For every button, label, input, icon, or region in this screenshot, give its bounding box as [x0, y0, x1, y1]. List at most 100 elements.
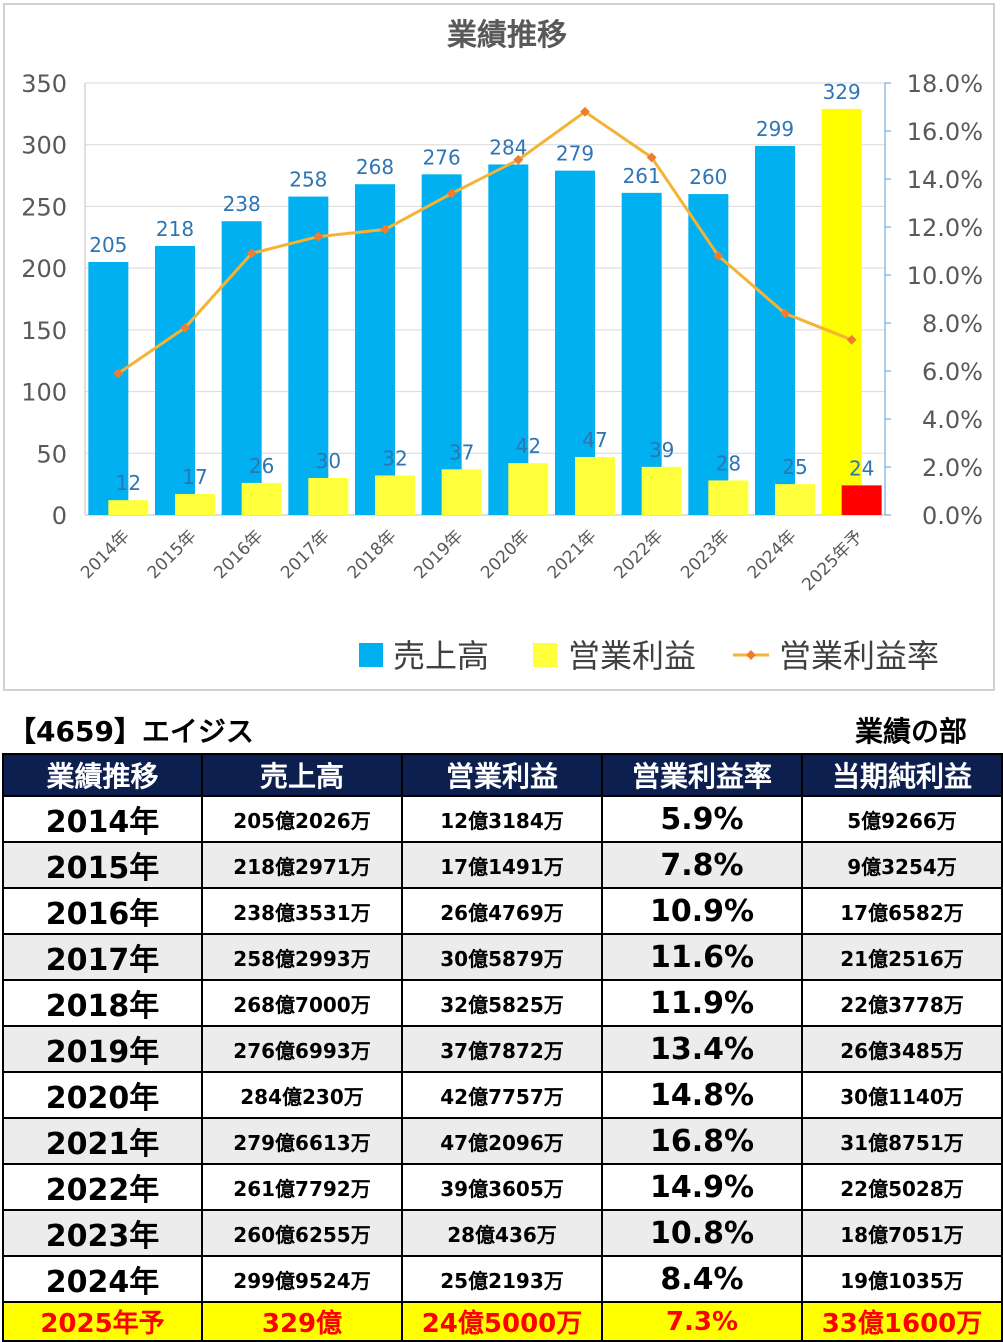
operating-margin-point [713, 250, 724, 261]
operating-margin-point [646, 152, 657, 163]
legend-swatch-sales [359, 643, 383, 667]
operating-margin-cell: 10.9% [601, 887, 803, 935]
operating-margin-point [446, 188, 457, 199]
operating-profit-data-label: 39 [649, 438, 674, 462]
operating-profit-bar [708, 480, 749, 515]
x-category-label: 2020年 [477, 526, 534, 583]
net-income-cell: 17億6582万 [801, 887, 1003, 935]
sales-bar [488, 164, 529, 515]
column-header-period: 業績推移 [2, 753, 203, 797]
x-category-label: 2015年 [144, 526, 201, 583]
net-income-cell: 21億2516万 [801, 933, 1003, 981]
y-left-tick-label: 50 [36, 440, 67, 468]
operating-margin-point [780, 308, 790, 319]
sales-data-label: 258 [289, 168, 327, 192]
sales-cell: 238億3531万 [201, 887, 403, 935]
period-cell: 2017年 [2, 933, 203, 981]
table-row: 2017年 258億2993万 30億5879万 11.6% 21億2516万 [2, 933, 1003, 981]
y-left-tick-label: 250 [21, 193, 67, 221]
operating-margin-point [313, 231, 324, 242]
sales-data-label: 299 [756, 117, 794, 141]
x-category-label: 2017年 [277, 526, 334, 583]
operating-margin-point [380, 224, 390, 235]
x-category-label: 2014年 [77, 526, 134, 583]
x-category-label: 2021年 [544, 526, 601, 583]
sales-data-label: 218 [156, 217, 194, 241]
operating-profit-cell: 28億436万 [401, 1209, 603, 1257]
sales-cell: 258億2993万 [201, 933, 403, 981]
net-income-cell: 9億3254万 [801, 841, 1003, 889]
table-row: 2016年 238億3531万 26億4769万 10.9% 17億6582万 [2, 887, 1003, 935]
operating-profit-cell: 26億4769万 [401, 887, 603, 935]
operating-margin-cell: 11.9% [601, 979, 803, 1027]
y-left-tick-label: 100 [21, 379, 67, 407]
sales-cell: 218億2971万 [201, 841, 403, 889]
period-cell: 2014年 [2, 795, 203, 843]
operating-profit-bar [775, 484, 815, 515]
operating-profit-bar [575, 456, 615, 515]
operating-profit-data-label: 17 [182, 465, 207, 489]
operating-profit-data-label: 12 [116, 471, 141, 495]
sales-bar [155, 245, 195, 515]
net-income-cell: 26億3485万 [801, 1025, 1003, 1073]
table-row: 2023年 260億6255万 28億436万 10.8% 18億7051万 [2, 1209, 1003, 1257]
sales-cell: 279億6613万 [201, 1117, 403, 1165]
operating-profit-bar [108, 500, 149, 515]
column-header-sales: 売上高 [201, 753, 403, 797]
chart-panel: 業績推移 0 50 100 150 200 250 300 350 0.0% 2.0% 4.0% 6.0… [3, 3, 995, 691]
x-category-label: 2024年 [744, 526, 801, 583]
operating-margin-point [846, 334, 857, 345]
legend-marker-operating-margin [746, 650, 756, 660]
y-right-tick-label: 4.0% [922, 406, 983, 434]
period-cell: 2024年 [2, 1255, 203, 1303]
sales-data-label: 276 [423, 145, 461, 169]
operating-profit-data-label: 26 [249, 454, 274, 478]
y-right-tick-label: 6.0% [922, 358, 983, 386]
legend-label-operating-margin: 営業利益率 [779, 637, 939, 675]
sales-bar [821, 108, 862, 516]
sales-data-label: 205 [89, 233, 127, 257]
results-table: 業績推移 売上高 営業利益 営業利益率 当期純利益 2014年 205億2026万… [2, 753, 1003, 1342]
legend-swatch-operating-profit [533, 643, 557, 667]
sales-data-label: 284 [489, 135, 527, 159]
sales-cell: 205億2026万 [201, 795, 403, 843]
operating-profit-data-label: 47 [582, 428, 607, 452]
operating-margin-point [180, 322, 190, 333]
operating-profit-bar [508, 463, 549, 515]
column-header-net-income: 当期純利益 [801, 753, 1003, 797]
net-income-cell: 18億7051万 [801, 1209, 1003, 1257]
forecast-operating-profit-cell: 24億5000万 [401, 1301, 603, 1342]
sales-cell: 260億6255万 [201, 1209, 403, 1257]
operating-profit-bar [441, 469, 482, 515]
table-row: 2024年 299億9524万 25億2193万 8.4% 19億1035万 [2, 1255, 1003, 1303]
operating-profit-bar [241, 482, 282, 515]
y-left-tick-label: 200 [21, 255, 67, 283]
legend-label-sales: 売上高 [393, 637, 489, 675]
table-body: 2014年 205億2026万 12億3184万 5.9% 5億9266万 2015年 21… [2, 795, 1003, 1342]
table-row: 2018年 268億7000万 32億5825万 11.9% 22億3778万 [2, 979, 1003, 1027]
operating-margin-cell: 8.4% [601, 1255, 803, 1303]
company-label: 【4659】エイジス [8, 715, 254, 748]
period-cell: 2022年 [2, 1163, 203, 1211]
y-left-tick-label: 350 [21, 70, 67, 98]
period-cell: 2016年 [2, 887, 203, 935]
net-income-cell: 31億8751万 [801, 1117, 1003, 1165]
performance-chart: 業績推移 0 50 100 150 200 250 300 350 0.0% 2.0% 4.0% 6.0… [21, 18, 983, 675]
operating-profit-bar [175, 494, 215, 515]
operating-profit-data-label: 24 [849, 456, 874, 480]
sales-bar [688, 194, 729, 516]
net-income-cell: 19億1035万 [801, 1255, 1003, 1303]
forecast-period-cell: 2025年予 [2, 1301, 203, 1342]
forecast-operating-margin-cell: 7.3% [601, 1301, 803, 1342]
operating-profit-cell: 42億7757万 [401, 1071, 603, 1119]
operating-profit-bar [308, 477, 349, 515]
operating-profit-bar [375, 475, 415, 515]
operating-margin-cell: 10.8% [601, 1209, 803, 1257]
sales-bar [755, 145, 795, 515]
sales-data-label: 268 [356, 155, 394, 179]
y-right-tick-label: 18.0% [907, 70, 983, 98]
table-caption-row: 【4659】エイジス 業績の部 [0, 712, 1003, 752]
x-category-label: 2022年 [610, 526, 667, 583]
y-left-tick-label: 0 [52, 502, 67, 530]
sales-data-label: 260 [689, 165, 727, 189]
